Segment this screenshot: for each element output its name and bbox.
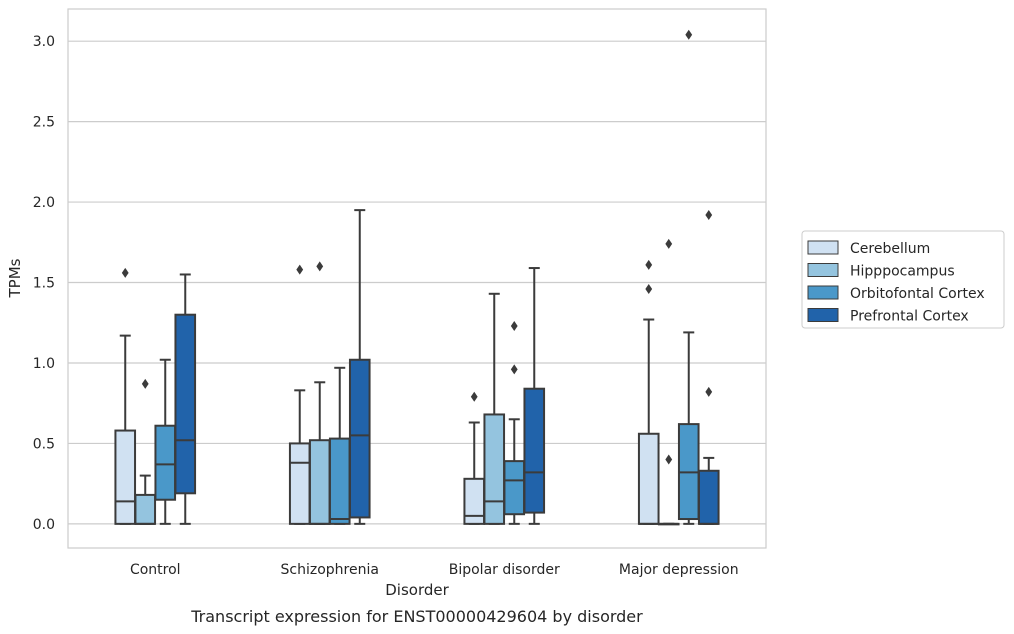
box xyxy=(637,259,660,525)
box-body xyxy=(114,429,137,525)
plot-frame xyxy=(67,8,767,549)
box xyxy=(308,261,331,525)
box-body xyxy=(348,358,371,519)
box xyxy=(677,29,700,525)
outlier-point xyxy=(470,391,478,402)
y-tick-label: 0.0 xyxy=(33,517,55,533)
x-tick-label: Schizophrenia xyxy=(281,562,379,578)
y-tick-label: 1.0 xyxy=(33,356,55,372)
series-hipppocampus xyxy=(134,238,680,526)
y-tick-label: 3.0 xyxy=(33,34,55,50)
chart-caption: Transcript expression for ENST0000042960… xyxy=(190,607,643,626)
legend: Cerebellum Hipppocampus Orbitofontal Corte… xyxy=(801,230,1005,329)
box-body xyxy=(174,313,197,495)
outlier-point xyxy=(510,364,518,375)
box-body xyxy=(637,432,660,525)
y-tick-labels: 0.0 0.5 1.0 1.5 2.0 2.5 3.0 xyxy=(33,34,55,533)
x-tick-label: Major depression xyxy=(619,562,739,578)
series-orbitofontal-cortex xyxy=(154,29,700,525)
box xyxy=(328,366,351,525)
box-body xyxy=(154,424,177,501)
outlier-point xyxy=(645,259,653,270)
box xyxy=(154,358,177,525)
box-body xyxy=(308,439,331,525)
series-prefrontal-cortex xyxy=(174,209,720,525)
box xyxy=(114,267,137,525)
box-body xyxy=(463,477,486,525)
box xyxy=(463,391,486,525)
box xyxy=(288,264,311,525)
box xyxy=(657,238,680,526)
y-tick-label: 2.0 xyxy=(33,195,55,211)
box xyxy=(174,273,197,525)
outlier-point xyxy=(665,454,673,465)
y-tick-label: 0.5 xyxy=(33,436,55,452)
outlier-point xyxy=(141,378,149,389)
series-cerebellum xyxy=(114,259,660,525)
legend-swatch xyxy=(807,240,839,255)
legend-label: Hipppocampus xyxy=(850,264,955,280)
box-body xyxy=(134,493,157,525)
box-body xyxy=(503,460,526,516)
y-tick-label: 2.5 xyxy=(33,115,55,131)
legend-frame xyxy=(801,230,1005,329)
outlier-point xyxy=(705,209,713,220)
box-body xyxy=(288,442,311,525)
legend-label: Prefrontal Cortex xyxy=(850,309,969,325)
legend-label: Cerebellum xyxy=(850,241,930,257)
box xyxy=(523,267,546,525)
outlier-point xyxy=(121,267,129,278)
box-body xyxy=(483,413,506,525)
outlier-point xyxy=(705,386,713,397)
box-body xyxy=(328,437,351,525)
x-tick-label: Control xyxy=(130,562,181,578)
outlier-point xyxy=(665,238,673,249)
x-axis-title: Disorder xyxy=(385,581,449,599)
box xyxy=(348,209,371,525)
legend-swatch xyxy=(807,285,839,300)
y-axis-title: TPMs xyxy=(6,258,24,298)
x-tick-label: Bipolar disorder xyxy=(449,562,560,578)
box-body xyxy=(523,387,546,514)
outlier-point xyxy=(685,29,693,40)
y-tick-label: 1.5 xyxy=(33,276,55,292)
box xyxy=(697,209,720,525)
outlier-point xyxy=(645,283,653,294)
legend-label: Orbitofontal Cortex xyxy=(850,286,985,302)
box xyxy=(503,320,526,525)
outlier-point xyxy=(316,261,324,272)
x-tick-labels: Control Schizophrenia Bipolar disorder Majo… xyxy=(130,562,739,578)
legend-swatch xyxy=(807,308,839,322)
box xyxy=(134,378,157,525)
legend-swatch xyxy=(807,263,839,277)
outlier-point xyxy=(296,264,304,275)
box-series xyxy=(114,29,720,526)
box-body xyxy=(697,469,720,525)
outlier-point xyxy=(510,320,518,331)
box xyxy=(483,292,506,525)
